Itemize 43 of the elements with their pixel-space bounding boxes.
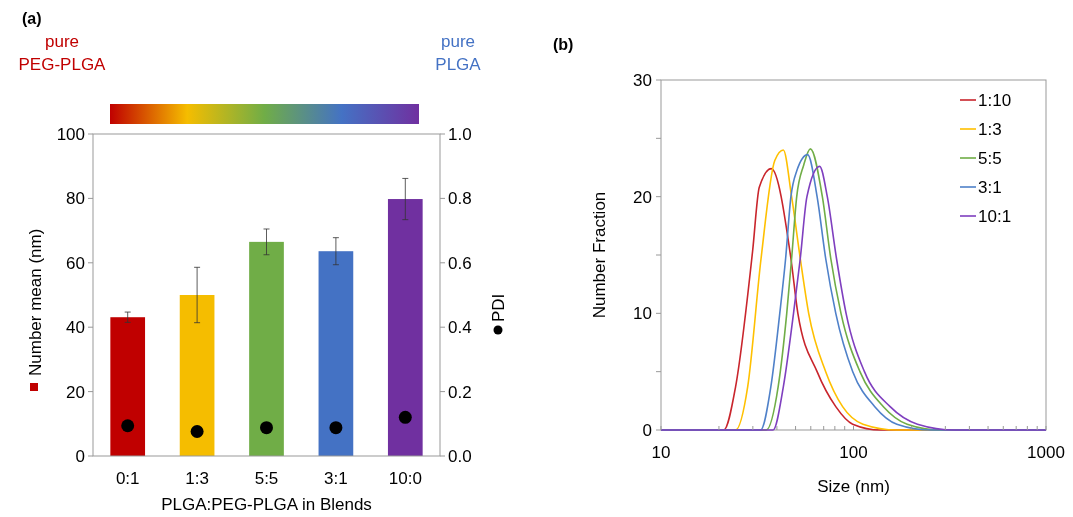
y2-tick-label: 1.0 [448,125,472,144]
y-tick-label: 0 [75,447,85,466]
y2-tick-label: 0.8 [448,189,472,209]
text: pure PLGA [435,32,482,74]
legend-label: 3:1 [978,178,1002,197]
bar [110,317,146,456]
bar [249,241,284,456]
legend-label: 1:3 [978,120,1002,139]
x-tick-label: 10 [651,443,671,462]
bar [179,295,215,456]
y2-axis-title: PDI [489,293,508,322]
y-tick-label: 40 [66,318,85,338]
y2-tick-label: 0.4 [448,318,472,338]
y-tick-label: 60 [66,253,85,273]
bar [387,199,423,456]
y-tick-label: 100 [56,125,85,144]
y-axis-title: Number mean (nm) [26,228,45,376]
x-axis-title: PLGA:PEG-PLGA in Blends [161,495,372,514]
y2-tick-label: 0.2 [448,382,472,402]
legend-label: 5:5 [978,149,1002,168]
y-tick-label: 20 [66,382,85,402]
x-tick-label: 0:1 [115,469,140,488]
x-axis-title: Size (nm) [817,477,890,496]
y-tick-label: 10 [633,304,652,324]
y-tick-label: 0 [642,421,652,440]
y-tick-label: 80 [66,189,85,209]
x-tick-label: 3:1 [324,469,348,488]
x-tick-label: 1:3 [185,469,209,488]
y2-tick-label: 0.6 [448,253,472,273]
chart-title: (b) [553,36,574,53]
chart-title: (a) [22,10,42,27]
legend-label: 10:1 [978,207,1012,226]
x-tick-label: 1000 [1027,443,1065,462]
bar [318,251,354,456]
y-tick-label: 20 [633,187,652,207]
text: pure PEG-PLGA [18,32,107,74]
x-tick-label: 10:0 [388,469,422,488]
y2-tick-label: 0.0 [448,447,472,466]
y-axis-title: Number Fraction [590,191,609,319]
legend-label: 1:10 [978,91,1012,110]
x-tick-label: 100 [839,443,868,462]
y-tick-label: 30 [633,71,652,90]
x-tick-label: 5:5 [254,469,279,488]
